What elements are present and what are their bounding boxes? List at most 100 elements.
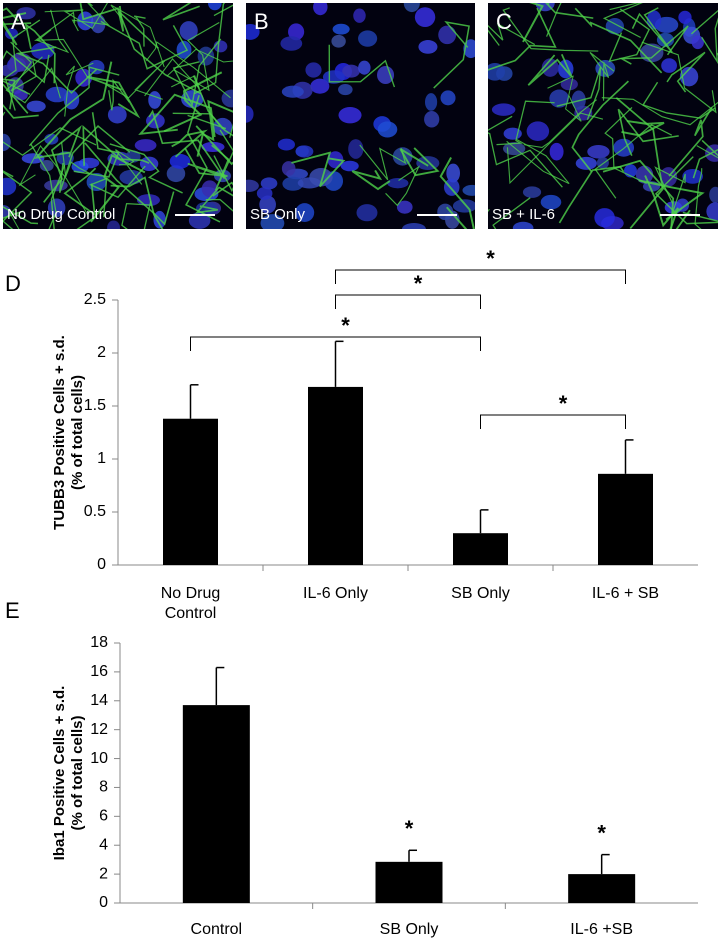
nucleus: [309, 167, 333, 187]
nucleus: [418, 40, 438, 54]
nucleus: [260, 177, 278, 190]
nucleus: [402, 223, 426, 229]
neurite: [328, 44, 396, 88]
nucleus: [282, 176, 304, 191]
nucleus: [526, 121, 550, 141]
nucleus: [148, 91, 162, 109]
nucleus: [39, 160, 54, 172]
nucleus: [208, 3, 222, 11]
nucleus: [452, 199, 475, 213]
x-tick-label-box: IL-6 Only: [303, 585, 368, 602]
x-tick-label: SB Only: [451, 585, 510, 602]
neurite: [73, 112, 120, 178]
neurite: [506, 112, 604, 185]
neurite: [668, 107, 713, 177]
nucleus: [353, 8, 366, 23]
nucleus: [446, 163, 461, 183]
neurite: [3, 143, 57, 229]
nucleus: [678, 10, 692, 24]
neurite: [192, 75, 233, 137]
significance-bracket: [190, 336, 481, 351]
y-tick-label: 16: [90, 663, 108, 680]
neurite: [385, 165, 421, 207]
neurite: [601, 97, 718, 126]
nucleus: [331, 34, 346, 48]
nucleus: [77, 11, 94, 31]
neurite: [90, 153, 146, 223]
nucleus: [594, 208, 615, 228]
nucleus: [437, 203, 454, 221]
neurite: [138, 93, 216, 138]
neurite: [110, 4, 165, 68]
nucleus: [188, 212, 211, 229]
nucleus: [587, 145, 610, 159]
neurite: [193, 3, 225, 95]
neurite: [602, 3, 643, 39]
micrograph-content: [3, 3, 233, 229]
nucleus: [396, 200, 413, 214]
x-tick-label-box: Control: [190, 921, 243, 938]
neurite: [3, 7, 19, 22]
neurite: [571, 80, 630, 173]
neurite: [666, 51, 706, 93]
nucleus: [166, 165, 186, 183]
neurite: [589, 51, 615, 101]
neurite: [50, 164, 98, 229]
nucleus: [356, 204, 378, 222]
nucleus: [679, 66, 699, 87]
neurite: [642, 81, 716, 119]
neurite: [212, 181, 233, 197]
neurite: [15, 46, 98, 94]
panel-letter: A: [11, 9, 26, 34]
neurite: [3, 12, 27, 46]
panel-letter: B: [254, 9, 269, 34]
nucleus: [424, 111, 440, 128]
significance-star: *: [597, 820, 606, 845]
neurite: [64, 62, 94, 117]
neurite: [184, 147, 228, 178]
nucleus: [260, 214, 285, 229]
nucleus: [661, 58, 677, 73]
neurite: [654, 156, 718, 225]
neurite: [621, 120, 665, 137]
neurite: [205, 198, 233, 212]
nucleus: [560, 78, 578, 91]
x-tick-label-box: SB Only: [380, 921, 439, 938]
micrograph: C SB + IL-6: [488, 3, 718, 229]
neurite: [696, 145, 718, 159]
neurite: [3, 22, 32, 26]
neurite: [34, 11, 88, 78]
neurite: [488, 22, 536, 46]
nucleus: [134, 139, 157, 152]
neurite: [166, 48, 233, 77]
neurite: [594, 124, 673, 199]
neurite: [602, 159, 691, 229]
nucleus: [26, 100, 46, 112]
x-tick-label: Control: [190, 921, 243, 938]
nucleus: [313, 3, 328, 16]
nucleus: [342, 64, 360, 78]
y-tick-label: 8: [99, 779, 108, 796]
y-tick-label: 0: [99, 894, 108, 911]
nucleus: [288, 23, 305, 41]
y-tick-label: 0.5: [84, 503, 106, 520]
neurite: [523, 99, 597, 148]
nucleus: [256, 187, 273, 200]
neurite: [433, 21, 470, 89]
neurite: [618, 25, 689, 65]
y-tick-label: 0: [97, 556, 106, 573]
y-tick-label: 2.5: [84, 291, 106, 308]
neurite: [109, 143, 183, 194]
nucleus: [575, 156, 597, 170]
x-tick-label-box: No Drug Control: [161, 585, 221, 622]
nucleus: [522, 186, 542, 198]
panel-label: E: [5, 598, 20, 623]
neurite: [162, 3, 200, 21]
y-tick-label: 4: [99, 836, 108, 853]
significance-bracket: [480, 414, 626, 429]
nucleus: [213, 40, 228, 53]
nucleus: [646, 10, 662, 30]
nucleus: [706, 202, 718, 221]
neurite: [82, 125, 150, 166]
neurite: [100, 20, 189, 70]
